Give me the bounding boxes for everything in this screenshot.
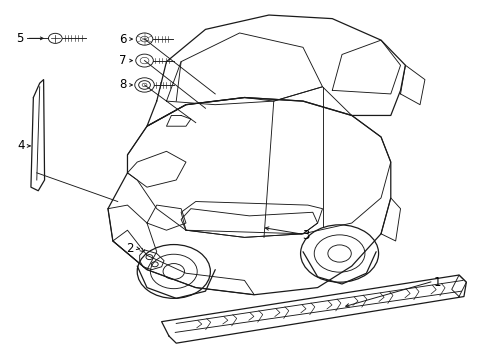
Text: 6: 6 [119, 32, 126, 46]
Text: 2: 2 [126, 242, 133, 255]
Text: 5: 5 [17, 32, 24, 45]
Text: 1: 1 [432, 276, 440, 289]
Text: 4: 4 [18, 139, 25, 152]
Text: 8: 8 [119, 78, 126, 91]
Text: 3: 3 [301, 229, 308, 242]
Text: 7: 7 [119, 54, 126, 67]
